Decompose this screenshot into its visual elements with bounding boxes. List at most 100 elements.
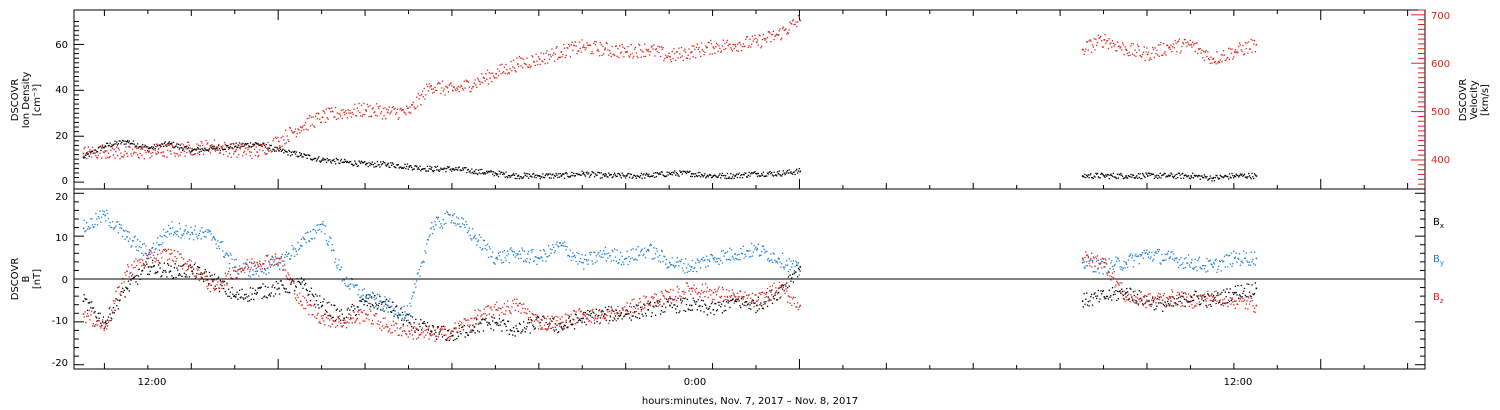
by-dot — [679, 260, 681, 262]
bx-dot — [548, 326, 550, 328]
density-dot — [782, 170, 785, 172]
density-point — [1146, 175, 1149, 177]
velocity-dot — [1172, 46, 1174, 48]
bx-dot — [304, 284, 306, 286]
density-dot — [579, 174, 582, 176]
velocity-dot — [735, 49, 738, 52]
by-dot — [701, 259, 704, 261]
velocity-dot — [369, 104, 371, 107]
bx-dot — [192, 272, 194, 274]
bx-point — [582, 317, 584, 320]
bx-dot — [643, 303, 645, 305]
density-dot — [503, 173, 506, 175]
bz-dot — [456, 331, 458, 333]
bz-dot — [431, 331, 433, 334]
density-dot — [337, 159, 339, 161]
velocity-dot — [338, 113, 340, 115]
bz-dot — [174, 255, 176, 258]
velocity-dot — [798, 15, 800, 18]
density-dot — [177, 143, 180, 145]
velocity-dot — [548, 54, 550, 56]
velocity-dot — [1181, 45, 1183, 48]
by-dot — [527, 253, 529, 255]
bx-dot — [264, 285, 267, 288]
density-dot — [197, 146, 199, 149]
bx-dot — [248, 300, 251, 302]
density-dot — [684, 170, 686, 173]
velocity-dot — [1118, 45, 1120, 47]
density-dot — [696, 175, 699, 178]
velocity-dot — [662, 47, 664, 49]
by-dot — [452, 222, 455, 224]
by-dot — [100, 221, 102, 224]
bx-dot — [210, 284, 212, 286]
density-point — [213, 147, 215, 150]
bx-dot — [1145, 301, 1147, 303]
bz-dot — [407, 336, 409, 338]
by-dot — [1243, 257, 1246, 259]
by-dot — [188, 238, 191, 240]
velocity-dot — [378, 107, 380, 110]
bz-dot — [162, 251, 164, 253]
bx-dot — [339, 310, 341, 312]
by-dot — [1116, 260, 1118, 262]
velocity-dot — [717, 50, 719, 52]
bz-dot — [302, 295, 304, 297]
velocity-dot — [588, 44, 590, 47]
bz-dot — [315, 317, 318, 320]
bx-dot — [242, 297, 244, 299]
bx-dot — [207, 279, 209, 281]
bz-dot — [172, 259, 174, 261]
bx-dot — [390, 311, 393, 313]
density-point — [560, 175, 563, 177]
by-dot — [437, 216, 440, 218]
velocity-dot — [157, 152, 160, 154]
velocity-dot — [275, 137, 277, 140]
by-dot — [461, 223, 464, 225]
density-dot — [309, 154, 311, 157]
velocity-dot — [626, 51, 628, 53]
density-dot — [304, 153, 306, 156]
velocity-dot — [181, 143, 183, 145]
velocity-dot — [379, 105, 381, 107]
density-dot — [521, 177, 523, 179]
bx-dot — [121, 287, 124, 289]
velocity-dot — [479, 83, 481, 85]
density-dot — [643, 173, 645, 175]
bx-dot — [1222, 302, 1224, 304]
by-dot — [718, 263, 720, 265]
density-dot — [713, 174, 715, 177]
density-dot — [598, 172, 601, 174]
velocity-dot — [410, 112, 412, 114]
by-dot — [1156, 252, 1158, 254]
bx-dot — [400, 319, 403, 321]
by-dot — [116, 220, 119, 223]
bx-dot — [228, 288, 230, 290]
bx-dot — [1232, 291, 1234, 294]
velocity-dot — [344, 113, 346, 116]
by-dot — [465, 221, 467, 223]
by-dot — [746, 250, 749, 252]
by-dot — [281, 253, 283, 256]
by-point — [147, 253, 150, 255]
bx-dot — [337, 316, 339, 318]
by-dot — [380, 301, 383, 303]
bx-dot — [726, 296, 729, 298]
velocity-dot — [432, 88, 435, 90]
velocity-dot — [394, 107, 396, 110]
bx-dot — [391, 301, 394, 303]
bx-dot — [1083, 292, 1085, 295]
velocity-dot — [196, 143, 198, 145]
velocity-dot — [132, 153, 135, 155]
bx-dot — [642, 315, 644, 317]
density-dot — [145, 146, 147, 148]
bx-dot — [551, 320, 553, 323]
bx-dot — [516, 327, 518, 330]
velocity-dot — [185, 148, 187, 150]
density-dot — [328, 159, 330, 161]
velocity-dot — [199, 145, 201, 147]
by-dot — [212, 237, 214, 239]
velocity-dot — [93, 149, 95, 151]
by-dot — [167, 224, 170, 227]
by-dot — [417, 272, 419, 274]
